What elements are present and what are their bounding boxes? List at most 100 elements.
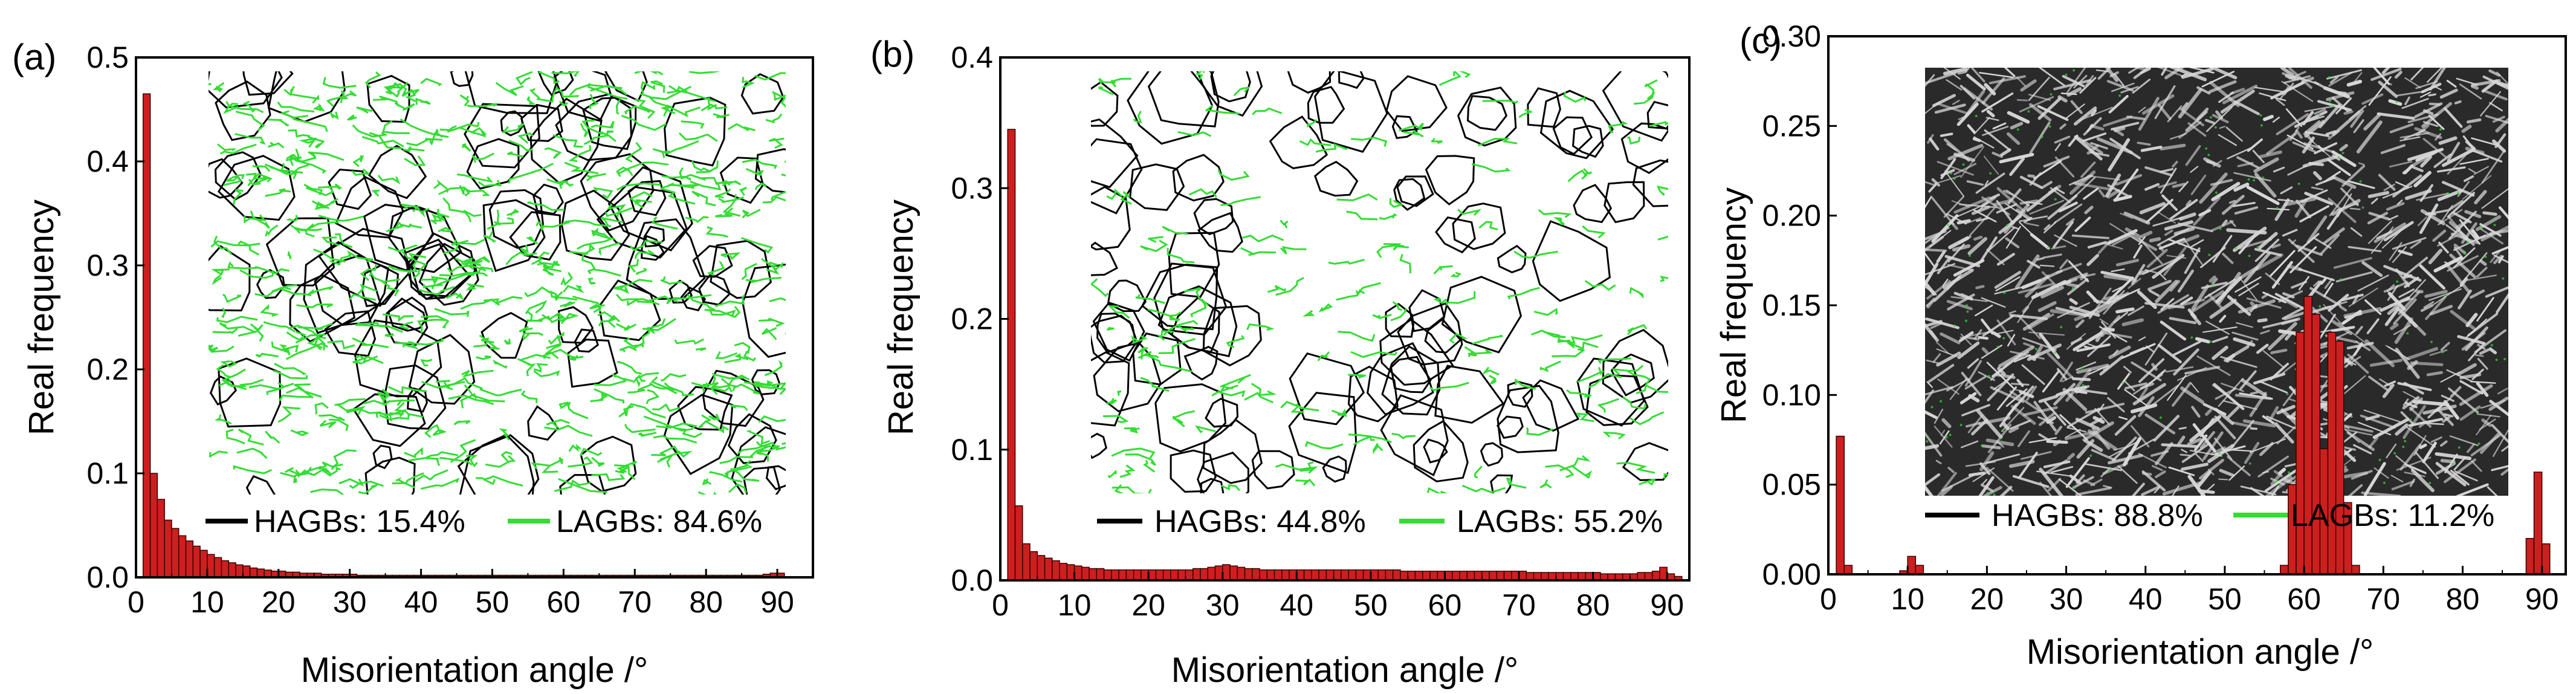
bar-b-33 bbox=[1244, 568, 1253, 581]
bar-c-61 bbox=[2311, 314, 2321, 575]
bar-b-45 bbox=[1333, 569, 1342, 581]
bar-b-38 bbox=[1281, 569, 1290, 581]
bar-b-52 bbox=[1385, 569, 1394, 581]
y-tick-label-c-6: 0.30 bbox=[1762, 19, 1821, 53]
x-tick-label-b-5: 50 bbox=[1354, 588, 1388, 622]
bar-b-41 bbox=[1303, 569, 1312, 581]
bar-c-64 bbox=[2335, 340, 2345, 575]
y-tick-label-c-4: 0.20 bbox=[1762, 199, 1821, 233]
x-tick-label-c-2: 20 bbox=[1970, 582, 2004, 616]
bar-a-7 bbox=[185, 540, 194, 578]
x-axis-c: 0 10 20 30 40 50 60 70 80 90 bbox=[1820, 566, 2558, 616]
bar-b-48 bbox=[1355, 569, 1364, 581]
legend-label-hagb-c: HAGBs: 88.8% bbox=[1992, 498, 2203, 533]
bar-b-54 bbox=[1400, 571, 1408, 581]
bar-a-3 bbox=[157, 499, 165, 578]
bar-b-62 bbox=[1459, 571, 1468, 581]
bar-a-12 bbox=[221, 560, 230, 578]
bar-b-44 bbox=[1325, 569, 1335, 581]
bar-b-26 bbox=[1192, 568, 1201, 581]
bar-a-6 bbox=[178, 535, 187, 578]
bar-a-10 bbox=[207, 554, 215, 578]
y-tick-label-c-5: 0.25 bbox=[1762, 109, 1821, 143]
y-tick-label-b-1: 0.1 bbox=[951, 433, 993, 467]
bar-b-9 bbox=[1066, 564, 1075, 581]
x-tick-label-a-0: 0 bbox=[128, 585, 144, 619]
bar-b-67 bbox=[1496, 571, 1505, 581]
bar-b-60 bbox=[1444, 571, 1453, 581]
y-axis-title-c: Real frequency bbox=[1714, 187, 1753, 423]
bar-a-14 bbox=[235, 564, 244, 578]
x-tick-label-c-7: 70 bbox=[2366, 582, 2400, 616]
bar-b-66 bbox=[1489, 571, 1498, 581]
x-tick-label-c-8: 80 bbox=[2446, 582, 2480, 616]
legend-a: HAGBs: 15.4% LAGBs: 84.6% bbox=[205, 504, 762, 539]
bar-c-10 bbox=[1907, 556, 1917, 575]
x-tick-label-b-6: 60 bbox=[1428, 588, 1462, 622]
x-tick-label-c-4: 40 bbox=[2129, 582, 2163, 616]
plot-frame-a bbox=[135, 56, 814, 579]
legend-label-lagb-b: LAGBs: 55.2% bbox=[1457, 504, 1663, 539]
grain-map-b bbox=[1091, 71, 1668, 493]
bar-b-28 bbox=[1207, 566, 1216, 581]
panel-b: 0 10 20 30 40 50 60 70 80 90 0.00.10.20.30.4 (b) … bbox=[870, 34, 1691, 690]
bar-b-11 bbox=[1081, 566, 1090, 581]
bar-b-61 bbox=[1451, 571, 1460, 581]
x-tick-label-b-4: 40 bbox=[1280, 588, 1314, 622]
x-tick-label-c-5: 50 bbox=[2208, 582, 2242, 616]
bar-b-27 bbox=[1200, 568, 1208, 581]
bar-a-2 bbox=[149, 473, 158, 578]
y-tick-label-a-3: 0.3 bbox=[86, 248, 129, 282]
panel-label-b: (b) bbox=[870, 34, 914, 74]
bar-c-66 bbox=[2351, 565, 2360, 575]
bar-b-57 bbox=[1422, 571, 1431, 581]
y-tick-label-a-1: 0.1 bbox=[86, 456, 129, 490]
y-tick-label-c-0: 0.00 bbox=[1762, 557, 1821, 591]
bar-b-40 bbox=[1296, 569, 1305, 581]
bar-b-47 bbox=[1348, 569, 1357, 581]
x-tick-label-a-8: 80 bbox=[689, 585, 723, 619]
bar-b-69 bbox=[1511, 571, 1519, 581]
bar-a-9 bbox=[199, 550, 208, 578]
bar-b-37 bbox=[1273, 569, 1283, 581]
x-tick-label-a-5: 50 bbox=[476, 585, 510, 619]
bar-b-34 bbox=[1252, 568, 1260, 581]
bar-b-4 bbox=[1029, 551, 1038, 581]
bars-c bbox=[1836, 296, 2551, 575]
x-tick-label-b-0: 0 bbox=[992, 588, 1009, 622]
x-tick-label-a-9: 90 bbox=[760, 585, 794, 619]
bar-c-57 bbox=[2279, 565, 2289, 575]
panel-label-a: (a) bbox=[12, 37, 56, 77]
bar-b-19 bbox=[1141, 569, 1149, 581]
y-tick-label-b-4: 0.4 bbox=[951, 41, 993, 74]
y-tick-label-b-2: 0.2 bbox=[951, 302, 993, 336]
legend-label-hagb-a: HAGBs: 15.4% bbox=[254, 504, 465, 539]
legend-label-hagb-b: HAGBs: 44.8% bbox=[1154, 504, 1366, 539]
bar-b-1 bbox=[1007, 129, 1016, 581]
bar-b-25 bbox=[1185, 569, 1194, 581]
y-axis-c: 0.00 0.05 0.10 0.15 0.20 0.25 0.30 bbox=[1762, 19, 1837, 591]
bar-b-56 bbox=[1414, 571, 1423, 581]
orientation-map-c bbox=[1925, 68, 2508, 496]
bar-b-21 bbox=[1155, 569, 1164, 581]
x-axis-a: 0 10 20 30 40 50 60 70 80 90 bbox=[128, 569, 794, 619]
bar-b-88 bbox=[1651, 571, 1660, 581]
y-tick-label-a-0: 0.0 bbox=[86, 560, 129, 594]
x-axis-title-a: Misorientation angle /° bbox=[301, 650, 649, 690]
y-tick-label-b-0: 0.0 bbox=[951, 563, 993, 597]
x-tick-label-b-1: 10 bbox=[1058, 588, 1092, 622]
bar-b-24 bbox=[1177, 569, 1186, 581]
bar-c-1 bbox=[1836, 435, 1845, 575]
bar-b-51 bbox=[1377, 569, 1387, 581]
bar-b-43 bbox=[1318, 569, 1327, 581]
bar-b-64 bbox=[1474, 571, 1483, 581]
bar-c-59 bbox=[2296, 331, 2305, 575]
bar-b-18 bbox=[1133, 569, 1142, 581]
bar-b-63 bbox=[1466, 571, 1475, 581]
bar-b-22 bbox=[1162, 569, 1171, 581]
bar-c-2 bbox=[1843, 565, 1853, 575]
bar-c-63 bbox=[2327, 331, 2337, 575]
grain-map-a bbox=[209, 71, 786, 495]
bar-b-32 bbox=[1237, 566, 1246, 581]
panel-label-c: (c) bbox=[1739, 21, 1782, 61]
